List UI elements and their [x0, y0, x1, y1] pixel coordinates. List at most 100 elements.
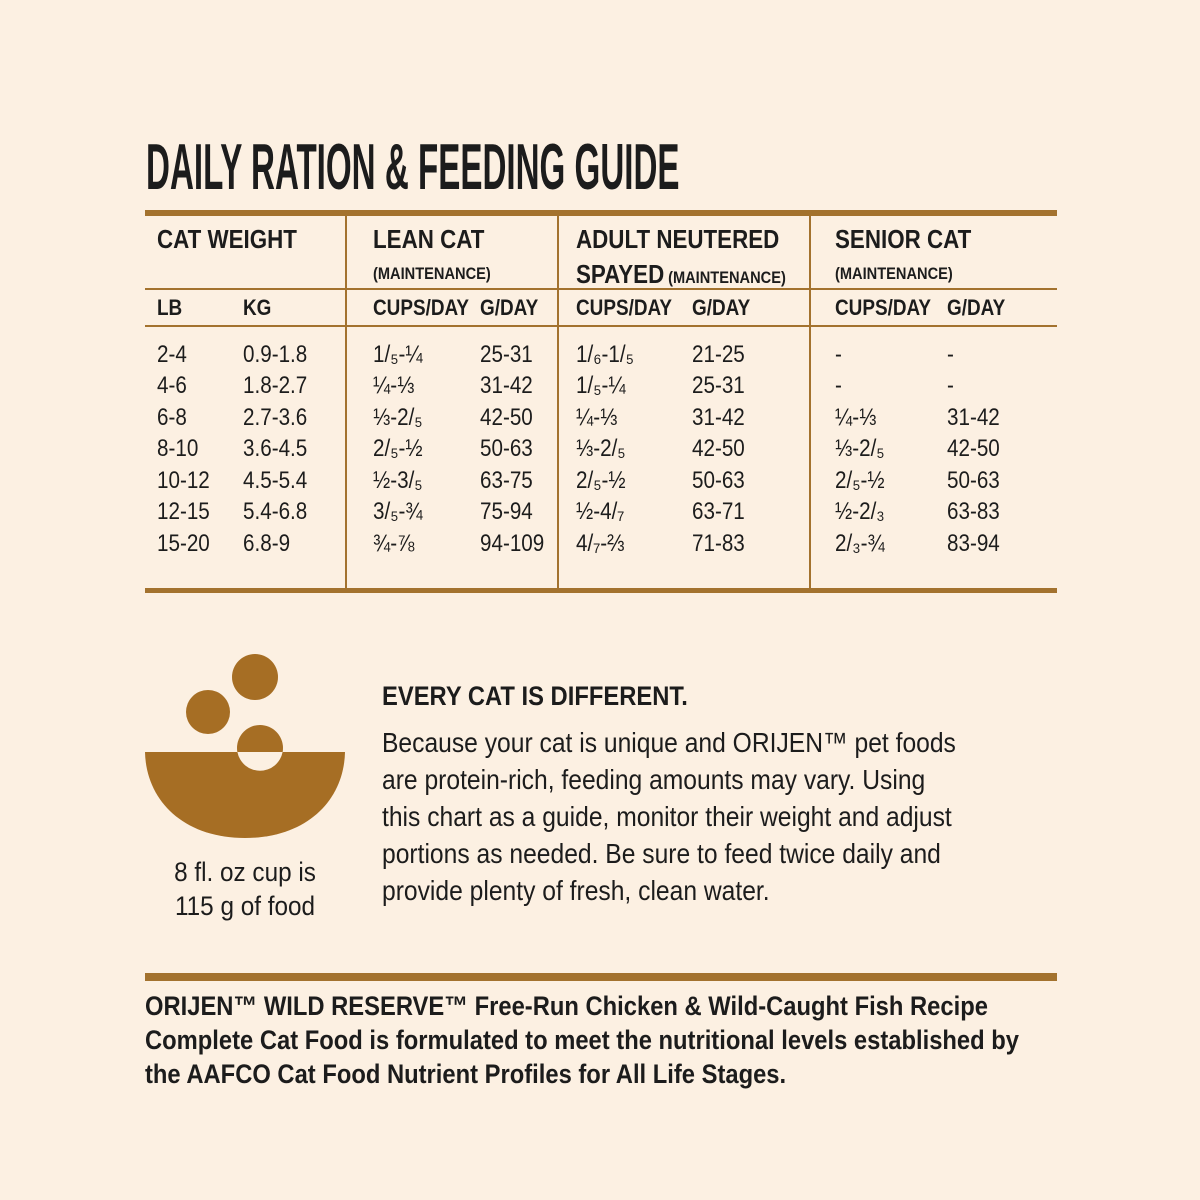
table-cell: 2-4 — [157, 340, 187, 368]
subheader-row: CUPS/DAY G/DAY — [559, 290, 809, 327]
table-cell: 1/₆-1/₅ — [576, 340, 634, 368]
info-paragraph-line: Because your cat is unique and ORIJEN™ p… — [382, 727, 956, 758]
table-cell: - — [835, 340, 842, 368]
aafco-statement-line: ORIJEN™ WILD RESERVE™ Free-Run Chicken &… — [145, 991, 988, 1021]
table-cell: 15-20 — [157, 529, 210, 557]
table-cell: 50-63 — [480, 435, 533, 463]
data-column: 1/₅-¼ 25-31 ¼-⅓ 31-42 ⅓-2/₅ 42-50 2/₅-½ 50-6… — [347, 327, 557, 588]
column-header-g-day: G/DAY — [692, 294, 751, 320]
table-cell: 50-63 — [692, 466, 745, 494]
table-cell: 5.4-6.8 — [243, 498, 308, 526]
column-header-cups-day: CUPS/DAY — [576, 294, 673, 320]
table-cell: 4.5-5.4 — [243, 466, 308, 494]
aafco-statement-line: Complete Cat Food is formulated to meet … — [145, 1025, 1019, 1055]
table-row: -- — [811, 371, 1057, 403]
table-cell: ¼-⅓ — [373, 372, 415, 400]
table-cell: 25-31 — [692, 372, 745, 400]
info-paragraph-line: provide plenty of fresh, clean water. — [382, 875, 770, 906]
table-cell: 42-50 — [480, 403, 533, 431]
table-cell: 2/₅-½ — [835, 466, 885, 494]
table-row: 1/₅-¼ 25-31 — [347, 339, 557, 371]
table-cell: 0.9-1.8 — [243, 340, 308, 368]
table-cell: ½-2/₃ — [835, 498, 885, 526]
column-group-senior-cat: SENIOR CAT (MAINTENANCE) CUPS/DAY G/DAY -… — [809, 216, 1057, 588]
page-title: DAILY RATION & FEEDING GUIDE — [146, 130, 680, 203]
table-cell: 10-12 — [157, 466, 210, 494]
table-cell: 1/₅-¼ — [576, 372, 626, 400]
data-column: -- -- ¼-⅓ 31-42 ⅓-2/₅ 42-50 2/₅-½ 50-63 ½-2… — [811, 327, 1057, 588]
column-group-lean-cat: LEAN CAT (MAINTENANCE) CUPS/DAY G/DAY 1/₅… — [345, 216, 557, 588]
table-row: 4/₇-⅔ 71-83 — [559, 528, 809, 560]
cup-caption-line2: 115 g of food — [174, 891, 316, 921]
table-row: ½-4/₇ 63-71 — [559, 497, 809, 529]
table-cell: 50-63 — [947, 466, 1000, 494]
table-cell: - — [835, 372, 842, 400]
info-paragraph: Because your cat is unique and ORIJEN™ p… — [382, 724, 956, 909]
group-header: CAT WEIGHT — [145, 216, 345, 290]
table-row: 2/₅-½ 50-63 — [347, 434, 557, 466]
table-cell: ⅓-2/₅ — [835, 435, 885, 463]
cup-measure-caption: 8 fl. oz cup is 115 g of food — [155, 855, 335, 923]
table-cell: 63-75 — [480, 466, 533, 494]
table-cell: - — [947, 372, 954, 400]
table-cell: ¾-⅞ — [373, 529, 415, 557]
table-row: -- — [811, 339, 1057, 371]
group-header: LEAN CAT (MAINTENANCE) — [347, 216, 557, 290]
column-group-cat-weight: CAT WEIGHT LB KG 2-4 0.9-1.8 4-6 1.8-2.7 6-… — [145, 216, 345, 588]
group-subtitle: (MAINTENANCE) — [668, 268, 786, 287]
group-subtitle: (MAINTENANCE) — [835, 264, 953, 283]
column-header-kg: KG — [243, 294, 272, 320]
cup-caption-line1: 8 fl. oz cup is — [174, 857, 316, 887]
column-header-g-day: G/DAY — [480, 294, 539, 320]
aafco-statement-line: the AAFCO Cat Food Nutrient Profiles for… — [145, 1059, 787, 1089]
column-header-cups-day: CUPS/DAY — [835, 294, 932, 320]
column-group-adult-neutered-spayed: ADULT NEUTERED SPAYED (MAINTENANCE) CUPS… — [557, 216, 809, 588]
data-column: 2-4 0.9-1.8 4-6 1.8-2.7 6-8 2.7-3.6 8-10 3.6… — [145, 327, 345, 588]
table-cell: ½-4/₇ — [576, 498, 625, 526]
table-row: 2-4 0.9-1.8 — [145, 339, 345, 371]
info-heading: EVERY CAT IS DIFFERENT. — [382, 681, 688, 711]
table-cell: 94-109 — [480, 529, 545, 557]
group-title: LEAN CAT — [373, 224, 485, 254]
table-cell: 4/₇-⅔ — [576, 529, 625, 557]
table-cell: 25-31 — [480, 340, 533, 368]
table-row: ¼-⅓ 31-42 — [347, 371, 557, 403]
table-row: 1/₆-1/₅ 21-25 — [559, 339, 809, 371]
table-row: 2/₅-½ 50-63 — [559, 465, 809, 497]
table-row: 12-15 5.4-6.8 — [145, 497, 345, 529]
table-cell: - — [947, 340, 954, 368]
table-cell: 2/₅-½ — [576, 466, 626, 494]
table-row: 15-20 6.8-9 — [145, 528, 345, 560]
table-row: ⅓-2/₅ 42-50 — [347, 402, 557, 434]
table-cell: 63-71 — [692, 498, 745, 526]
table-cell: 2/₅-½ — [373, 435, 423, 463]
table-cell: ½-3/₅ — [373, 466, 423, 494]
column-header-lb: LB — [157, 294, 183, 320]
table-cell: 42-50 — [692, 435, 745, 463]
table-cell: ¼-⅓ — [576, 403, 618, 431]
table-cell: 83-94 — [947, 529, 1000, 557]
table-cell: 1.8-2.7 — [243, 372, 308, 400]
table-row: ⅓-2/₅ 42-50 — [811, 434, 1057, 466]
table-cell: 42-50 — [947, 435, 1000, 463]
table-cell: ¼-⅓ — [835, 403, 877, 431]
subheader-row: LB KG — [145, 290, 345, 327]
table-cell: 8-10 — [157, 435, 199, 463]
table-row: 8-10 3.6-4.5 — [145, 434, 345, 466]
table-cell: 6-8 — [157, 403, 187, 431]
group-header: ADULT NEUTERED SPAYED (MAINTENANCE) — [559, 216, 809, 290]
table-cell: 2.7-3.6 — [243, 403, 308, 431]
group-title: ADULT NEUTERED — [576, 224, 780, 254]
table-cell: 1/₅-¼ — [373, 340, 423, 368]
table-row: ½-3/₅ 63-75 — [347, 465, 557, 497]
group-subtitle: (MAINTENANCE) — [373, 264, 491, 283]
table-cell: 75-94 — [480, 498, 533, 526]
footer-divider-rule — [145, 973, 1057, 981]
table-cell: 71-83 — [692, 529, 745, 557]
table-row: ¼-⅓ 31-42 — [811, 402, 1057, 434]
table-cell: ⅓-2/₅ — [373, 403, 423, 431]
column-header-cups-day: CUPS/DAY — [373, 294, 470, 320]
info-paragraph-line: portions as needed. Be sure to feed twic… — [382, 838, 941, 869]
table-cell: 31-42 — [947, 403, 1000, 431]
